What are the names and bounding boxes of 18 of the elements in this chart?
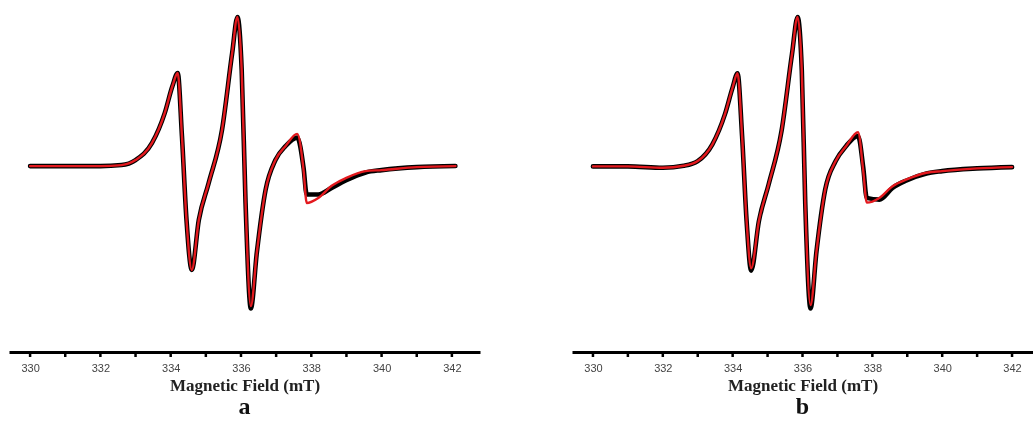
x-tick-label: 336 (232, 361, 251, 374)
x-tick-label: 340 (372, 361, 392, 374)
text: b (795, 393, 810, 419)
x-tick-label: 340 (933, 361, 952, 374)
x-tick-label: 338 (302, 361, 321, 374)
x-axis-title: Magnetic Field (mT) (727, 375, 879, 395)
x-tick-label: 332 (91, 361, 111, 374)
x-tick-label: 334 (723, 361, 743, 374)
x-axis-title: Magnetic Field (mT) (169, 375, 321, 395)
x-tick-label: 336 (793, 361, 813, 374)
text: a (238, 393, 251, 419)
x-tick-label: 330 (584, 361, 603, 374)
x-tick-label: 330 (21, 361, 40, 374)
x-tick-label: 332 (654, 361, 673, 374)
x-tick-label: 338 (863, 361, 883, 374)
x-tick-label: 342 (1003, 361, 1022, 374)
x-tick-label: 334 (162, 361, 181, 374)
x-tick-label: 342 (443, 361, 462, 374)
